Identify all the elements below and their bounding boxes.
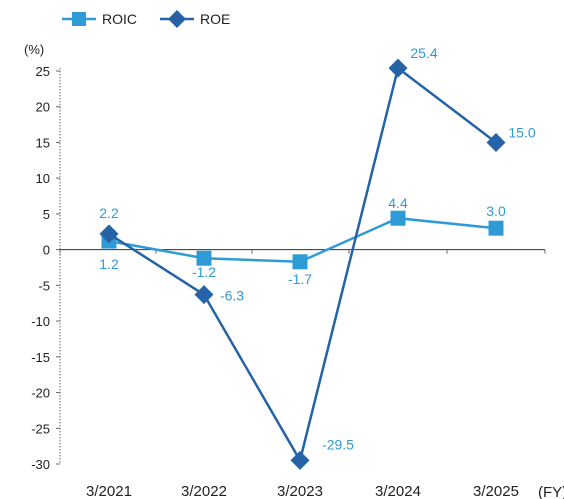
legend-square-marker	[72, 12, 86, 26]
data-label: 4.4	[388, 195, 408, 211]
data-label: 3.0	[486, 203, 506, 219]
y-tick-label: -20	[31, 386, 50, 401]
legend-label: ROE	[200, 11, 230, 27]
x-axis: 3/2021 3/2022 3/2023 3/2024 3/2025	[59, 249, 546, 499]
data-point	[486, 132, 506, 152]
data-point	[99, 224, 119, 244]
data-label: -6.3	[220, 288, 244, 304]
data-point	[196, 250, 212, 266]
y-tick-label: 5	[43, 207, 50, 222]
y-tick-label: 0	[43, 243, 50, 258]
series-roic: 1.2 -1.2 -1.7 4.4 3.0	[99, 195, 506, 287]
data-label: -29.5	[322, 436, 354, 452]
data-label: -1.7	[288, 271, 312, 287]
legend-item-roe: ROE	[160, 10, 230, 28]
data-label: 2.2	[99, 205, 119, 221]
x-category-label: 3/2025	[473, 483, 519, 499]
x-category-label: 3/2021	[86, 483, 132, 499]
legend-label: ROIC	[102, 11, 137, 27]
y-tick-label: 20	[36, 100, 50, 115]
y-tick-label: -30	[31, 457, 50, 472]
series-roe: 2.2 -6.3 -29.5 25.4 15.0	[99, 45, 536, 470]
data-point	[290, 450, 310, 470]
y-tick-label: -5	[38, 278, 50, 293]
y-tick-label: 25	[36, 64, 50, 79]
legend: ROIC ROE	[62, 10, 230, 28]
data-label: 15.0	[508, 124, 535, 140]
x-axis-unit-label: (FY)	[538, 484, 564, 499]
y-tick-label: -15	[31, 350, 50, 365]
y-tick-label: 10	[36, 171, 50, 186]
data-label: -1.2	[192, 264, 216, 280]
data-label: 25.4	[410, 45, 437, 61]
series-layer: 1.2 -1.2 -1.7 4.4 3.0 2.2 -6.3 -29.5 25.4 15.0	[99, 45, 536, 470]
data-point	[194, 285, 214, 305]
y-tick-label: 15	[36, 135, 50, 150]
data-point	[292, 254, 308, 270]
data-point	[390, 210, 406, 226]
data-point	[488, 220, 504, 236]
y-axis-unit-label: (%)	[24, 42, 44, 57]
y-tick-label: -10	[31, 314, 50, 329]
y-axis: 25 20 15 10 5 0 -5 -10 -15 -20 -25 -30	[31, 64, 61, 472]
x-category-label: 3/2024	[375, 483, 421, 499]
data-label: 1.2	[99, 256, 119, 272]
legend-diamond-marker	[168, 10, 186, 28]
y-tick-label: -25	[31, 421, 50, 436]
data-point	[388, 58, 408, 78]
legend-item-roic: ROIC	[62, 11, 137, 27]
x-category-label: 3/2023	[277, 483, 323, 499]
x-category-label: 3/2022	[181, 483, 227, 499]
